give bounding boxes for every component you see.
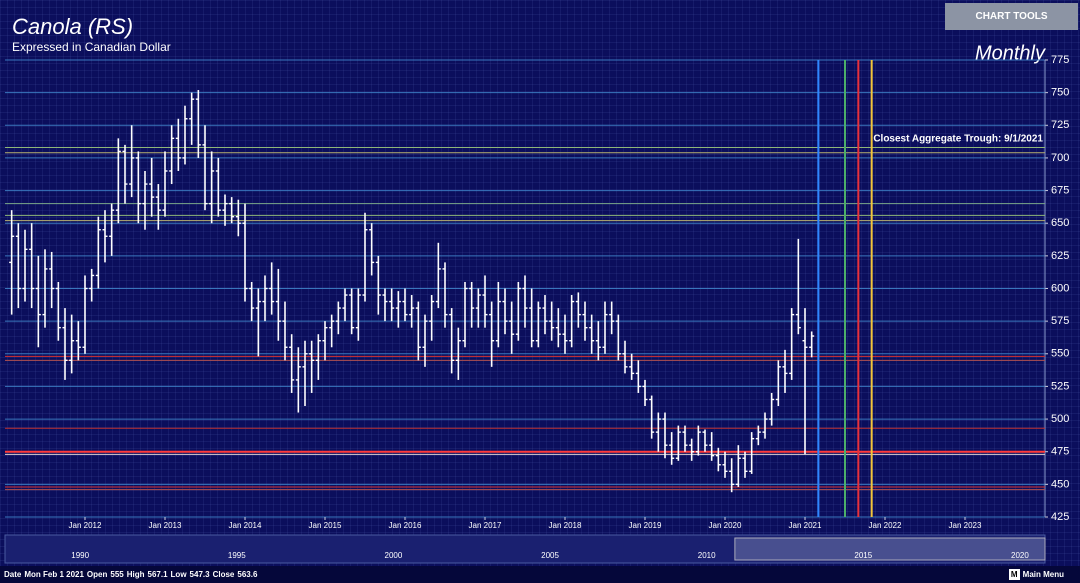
- main-menu-label: Main Menu: [1022, 570, 1064, 579]
- footer-label: High: [126, 570, 145, 579]
- main-menu-button[interactable]: M Main Menu: [1008, 568, 1064, 581]
- navigator-tick-label: 1995: [228, 551, 246, 560]
- navigator-tick-label: 2000: [385, 551, 403, 560]
- x-tick-label: Jan 2019: [629, 521, 662, 530]
- y-tick-label: 725: [1051, 119, 1069, 131]
- chart-title: Canola (RS): [12, 14, 133, 39]
- navigator: [4, 534, 1046, 564]
- y-tick-label: 525: [1051, 380, 1069, 392]
- x-tick-label: Jan 2016: [389, 521, 422, 530]
- y-tick-label: 500: [1051, 413, 1069, 425]
- x-tick-label: Jan 2022: [869, 521, 902, 530]
- y-tick-label: 600: [1051, 282, 1069, 294]
- x-tick-label: Jan 2021: [789, 521, 822, 530]
- period-label: Monthly: [975, 42, 1046, 64]
- footer-value: 555: [110, 570, 124, 579]
- chart-tools-button[interactable]: CHART TOOLS: [945, 3, 1078, 30]
- footer-label: Low: [170, 570, 187, 579]
- navigator-tick-label: 2005: [541, 551, 559, 560]
- y-tick-label: 750: [1051, 87, 1069, 99]
- y-tick-label: 575: [1051, 315, 1069, 327]
- footer-label: Date: [4, 570, 22, 579]
- x-tick-label: Jan 2014: [229, 521, 262, 530]
- footer-value: 567.1: [147, 570, 168, 579]
- main-menu-icon: M: [1008, 569, 1020, 580]
- y-tick-label: 450: [1051, 478, 1069, 490]
- plot-layer: [5, 59, 1048, 520]
- footer-value: 547.3: [189, 570, 210, 579]
- navigator-tick-label: 2010: [698, 551, 716, 560]
- y-tick-label: 425: [1051, 511, 1069, 523]
- y-tick-label: 550: [1051, 348, 1069, 360]
- x-tick-label: Jan 2023: [949, 521, 982, 530]
- x-tick-label: Jan 2018: [549, 521, 582, 530]
- annotation: Closest Aggregate Trough: 9/1/2021: [873, 134, 1043, 145]
- footer-label: Close: [212, 570, 235, 579]
- navigator-tick-label: 1990: [71, 551, 89, 560]
- y-tick-label: 675: [1051, 184, 1069, 196]
- navigator-tick-label: 2020: [1011, 551, 1029, 560]
- y-tick-label: 775: [1051, 54, 1069, 66]
- chart-subtitle: Expressed in Canadian Dollar: [12, 40, 171, 54]
- y-tick-label: 475: [1051, 446, 1069, 458]
- footer: Date Mon Feb 1 2021 Open 555 High 567.1 …: [0, 566, 1080, 583]
- footer-value: 563.6: [237, 570, 258, 579]
- navigator-window: [734, 537, 1046, 561]
- x-tick-label: Jan 2012: [69, 521, 102, 530]
- y-tick-label: 650: [1051, 217, 1069, 229]
- x-tick-label: Jan 2017: [469, 521, 502, 530]
- x-tick-label: Jan 2020: [709, 521, 742, 530]
- footer-value: Mon Feb 1 2021: [24, 570, 84, 579]
- x-tick-label: Jan 2015: [309, 521, 342, 530]
- navigator-tick-label: 2015: [854, 551, 872, 560]
- y-tick-label: 625: [1051, 250, 1069, 262]
- footer-label: Open: [86, 570, 108, 579]
- y-tick-label: 700: [1051, 152, 1069, 164]
- x-tick-label: Jan 2013: [149, 521, 182, 530]
